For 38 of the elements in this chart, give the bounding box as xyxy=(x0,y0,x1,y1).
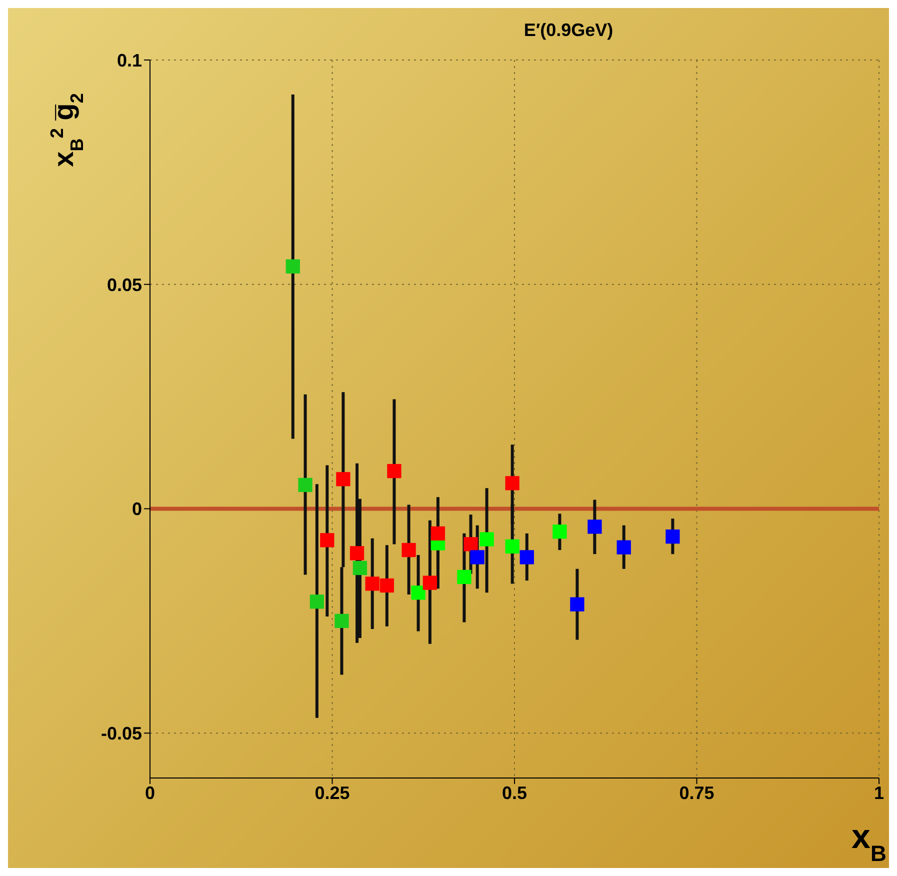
point xyxy=(310,594,324,609)
point xyxy=(616,540,631,554)
point xyxy=(464,537,478,552)
point xyxy=(520,550,534,564)
point xyxy=(402,542,416,558)
x-tick-label: 0.75 xyxy=(679,782,714,803)
x-axis-title: x$_{B}$ xyxy=(852,818,886,866)
y-tick-label: 0.1 xyxy=(116,50,142,70)
point xyxy=(350,546,364,560)
x-tick-label: 1 xyxy=(874,782,884,803)
x-tick-label: 0 xyxy=(144,782,156,803)
point xyxy=(430,526,446,540)
y-tick-label: 0 xyxy=(132,499,142,520)
point xyxy=(480,532,494,546)
point xyxy=(387,464,402,478)
point xyxy=(365,576,380,591)
point xyxy=(505,476,520,490)
y-tick-label: 0.05 xyxy=(106,274,142,295)
point xyxy=(457,570,472,584)
point xyxy=(588,520,602,534)
point xyxy=(352,560,368,576)
x-tick-label: 0.5 xyxy=(502,782,528,803)
point xyxy=(552,524,567,539)
y-tick-label: -0.05 xyxy=(100,724,142,744)
point xyxy=(666,530,680,544)
point xyxy=(422,576,438,590)
point xyxy=(334,614,349,628)
point xyxy=(286,259,300,274)
point xyxy=(470,550,484,564)
point xyxy=(570,597,584,612)
point xyxy=(336,472,350,486)
chart-title: E′(0.9GeV) xyxy=(522,20,614,41)
point xyxy=(411,586,426,600)
point xyxy=(320,533,334,548)
point xyxy=(298,478,312,492)
point xyxy=(380,578,394,593)
point xyxy=(505,539,520,554)
x-tick-label: 0.25 xyxy=(314,782,350,803)
